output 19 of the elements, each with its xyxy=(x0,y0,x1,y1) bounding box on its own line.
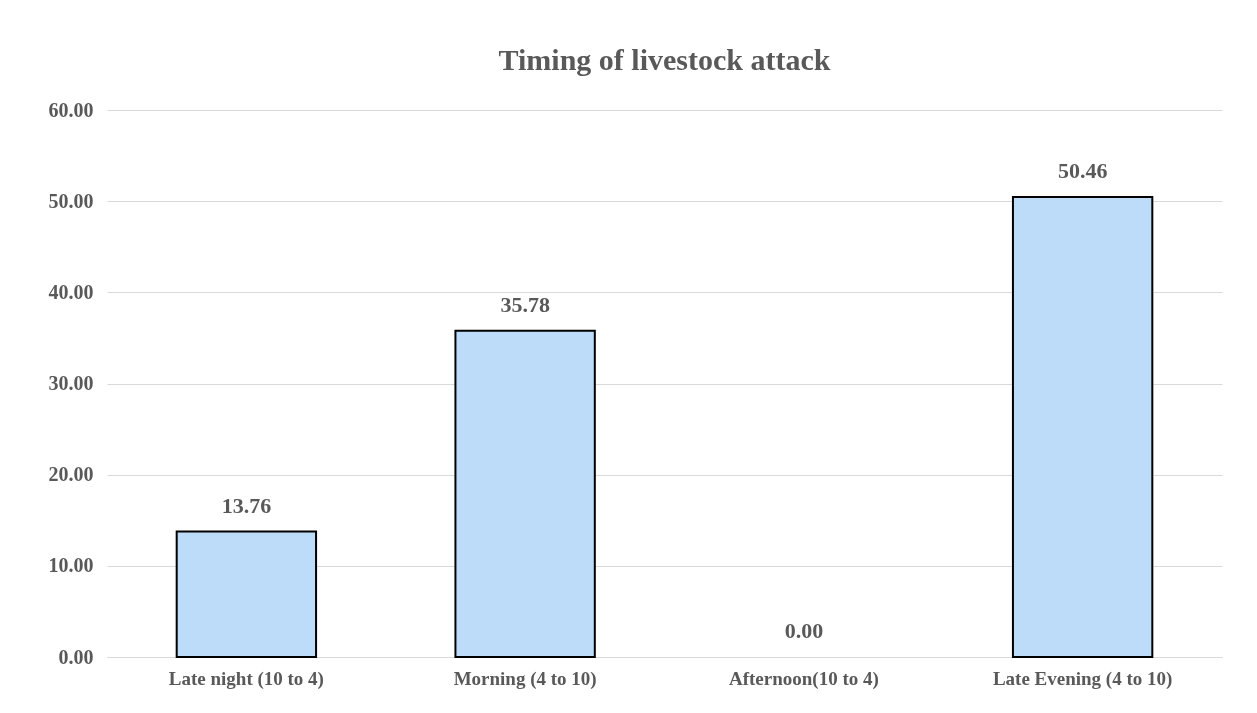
x-tick-label: Late Evening (4 to 10) xyxy=(992,667,1173,690)
chart-title: Timing of livestock attack xyxy=(498,43,831,76)
y-tick-label: 10.00 xyxy=(48,554,94,577)
x-tick-label: Afternoon(10 to 4) xyxy=(728,667,879,690)
data-label: 13.76 xyxy=(221,492,272,518)
y-tick-label: 0.00 xyxy=(58,645,94,668)
data-label: 50.46 xyxy=(1057,157,1108,183)
y-tick-label: 60.00 xyxy=(48,98,94,121)
y-tick-label: 50.00 xyxy=(48,189,94,212)
x-tick-label: Late night (10 to 4) xyxy=(168,667,324,690)
y-tick-label: 40.00 xyxy=(48,280,94,303)
bar xyxy=(1011,195,1154,658)
x-tick-label: Morning (4 to 10) xyxy=(453,667,597,690)
y-tick-label: 20.00 xyxy=(48,463,94,486)
bar xyxy=(175,530,318,658)
y-tick-label: 30.00 xyxy=(48,372,94,394)
data-label: 0.00 xyxy=(784,618,824,643)
bar xyxy=(454,329,596,658)
data-label: 35.78 xyxy=(500,291,550,317)
